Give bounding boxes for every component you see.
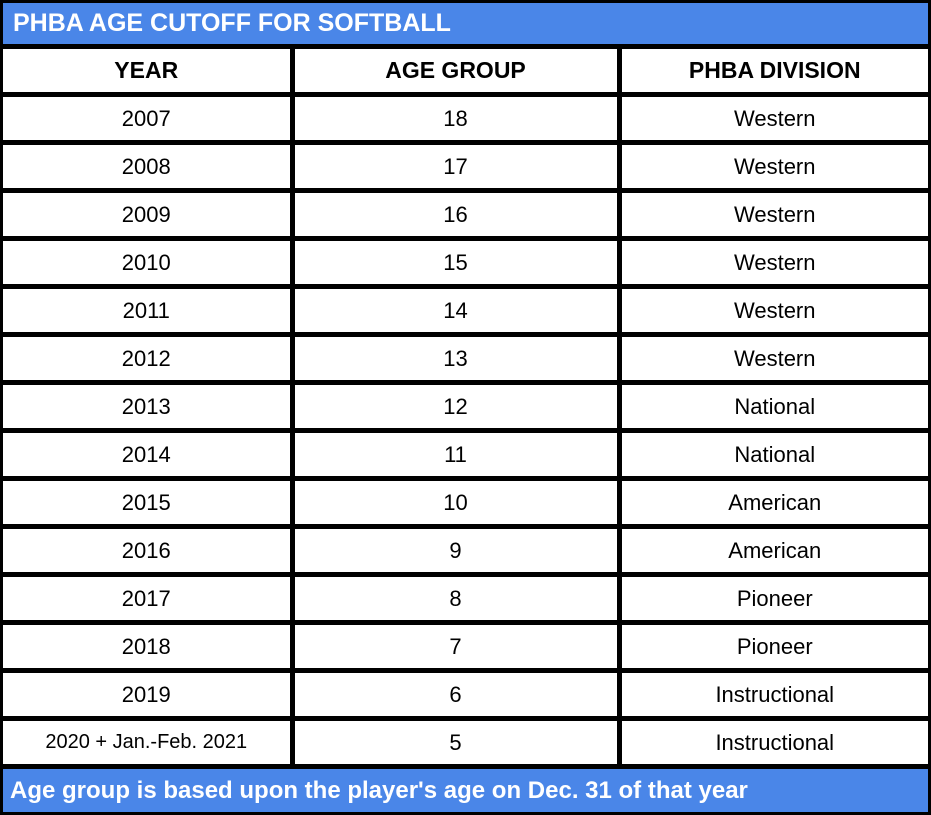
age-cutoff-table: YEAR AGE GROUP PHBA DIVISION 2007 18 Weste… [3,44,928,769]
table-row: 2018 7 Pioneer [3,620,928,671]
year-cell: 2009 [3,188,292,239]
table-row: 2016 9 American [3,524,928,575]
age-group-cell: 9 [289,524,619,575]
division-cell: American [616,476,928,527]
division-cell: Western [616,92,928,143]
division-cell: Western [616,140,928,191]
table-row: 2009 16 Western [3,188,928,239]
age-group-cell: 5 [289,716,619,767]
age-group-cell: 10 [289,476,619,527]
age-group-cell: 7 [289,620,619,671]
table-row: 2007 18 Western [3,92,928,143]
table-row: 2011 14 Western [3,284,928,335]
year-cell: 2007 [3,92,292,143]
year-cell: 2013 [3,380,292,431]
table-row: 2020 + Jan.-Feb. 2021 5 Instructional [3,716,928,767]
table-row: 2008 17 Western [3,140,928,191]
division-cell: National [616,428,928,479]
age-group-cell: 8 [289,572,619,623]
year-cell: 2018 [3,620,292,671]
year-cell: 2017 [3,572,292,623]
division-cell: American [616,524,928,575]
table-header-row: YEAR AGE GROUP PHBA DIVISION [3,44,928,95]
division-cell: Western [616,236,928,287]
age-group-cell: 14 [289,284,619,335]
age-group-cell: 6 [289,668,619,719]
year-cell: 2015 [3,476,292,527]
table-body: 2007 18 Western 2008 17 Western 2009 16 Western 2… [3,92,928,767]
division-cell: National [616,380,928,431]
table-row: 2013 12 National [3,380,928,431]
year-column-header: YEAR [3,44,292,95]
division-cell: Instructional [616,716,928,767]
division-cell: Pioneer [616,572,928,623]
table-row: 2010 15 Western [3,236,928,287]
year-cell: 2012 [3,332,292,383]
age-group-cell: 15 [289,236,619,287]
division-cell: Western [616,188,928,239]
year-cell: 2010 [3,236,292,287]
division-cell: Western [616,332,928,383]
age-group-cell: 16 [289,188,619,239]
year-cell: 2019 [3,668,292,719]
footer-note-bar: Age group is based upon the player's age… [3,769,928,812]
division-cell: Pioneer [616,620,928,671]
age-group-cell: 11 [289,428,619,479]
division-cell: Instructional [616,668,928,719]
division-cell: Western [616,284,928,335]
age-group-cell: 17 [289,140,619,191]
age-group-cell: 12 [289,380,619,431]
age-group-column-header: AGE GROUP [289,44,619,95]
age-group-cell: 18 [289,92,619,143]
phba-division-column-header: PHBA DIVISION [616,44,928,95]
table-row: 2015 10 American [3,476,928,527]
table-row: 2017 8 Pioneer [3,572,928,623]
year-cell: 2008 [3,140,292,191]
year-cell: 2020 + Jan.-Feb. 2021 [3,716,292,767]
table-row: 2014 11 National [3,428,928,479]
year-cell: 2011 [3,284,292,335]
table-row: 2019 6 Instructional [3,668,928,719]
year-cell: 2016 [3,524,292,575]
year-cell: 2014 [3,428,292,479]
table-title-bar: PHBA AGE CUTOFF FOR SOFTBALL [3,3,928,44]
age-group-cell: 13 [289,332,619,383]
table-row: 2012 13 Western [3,332,928,383]
